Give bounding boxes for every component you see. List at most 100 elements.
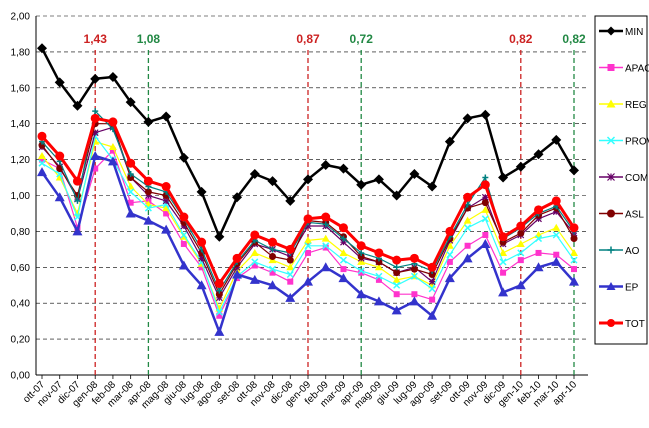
data-point xyxy=(144,192,152,199)
data-point xyxy=(109,147,116,154)
data-point xyxy=(180,231,188,239)
data-point xyxy=(481,193,489,201)
data-point xyxy=(606,26,616,36)
data-point xyxy=(551,196,561,206)
data-point xyxy=(107,72,118,83)
data-point xyxy=(214,278,224,288)
data-point xyxy=(162,204,171,212)
series-group xyxy=(37,43,579,336)
data-point xyxy=(269,246,276,253)
data-point xyxy=(161,111,172,122)
data-point xyxy=(39,156,45,163)
y-tick-label: 1,60 xyxy=(11,83,31,94)
data-point xyxy=(143,215,154,225)
data-point xyxy=(285,195,296,206)
data-point xyxy=(269,253,277,261)
data-point xyxy=(551,134,562,145)
data-point xyxy=(215,294,223,302)
legend-label: ASL xyxy=(625,210,644,221)
data-point xyxy=(249,274,260,284)
data-point xyxy=(445,241,454,249)
legend-label: AO xyxy=(625,246,640,257)
data-point xyxy=(392,275,401,283)
data-point xyxy=(321,212,331,222)
data-point xyxy=(553,251,560,258)
data-point xyxy=(286,263,295,271)
series-ep xyxy=(37,151,579,336)
data-point xyxy=(339,248,348,256)
y-tick-label: 0,00 xyxy=(11,371,31,382)
data-point xyxy=(569,276,579,286)
data-point xyxy=(178,260,189,270)
data-point xyxy=(427,310,438,320)
data-point xyxy=(373,174,384,185)
y-tick-label: 2,00 xyxy=(11,12,31,23)
data-point xyxy=(338,273,349,283)
data-point xyxy=(286,256,294,264)
data-point xyxy=(126,158,136,168)
grid-lines xyxy=(36,15,588,340)
data-point xyxy=(269,265,277,273)
data-point xyxy=(535,249,542,256)
data-point xyxy=(464,204,472,212)
data-point xyxy=(143,176,153,186)
data-point xyxy=(391,190,402,201)
data-point xyxy=(304,242,312,250)
data-point xyxy=(391,305,402,315)
data-point xyxy=(198,254,206,262)
data-point xyxy=(90,151,101,161)
data-point xyxy=(127,170,134,177)
data-point xyxy=(108,143,117,151)
data-point xyxy=(500,269,507,276)
data-point xyxy=(606,282,616,290)
data-point xyxy=(499,258,507,266)
axes xyxy=(35,16,588,379)
data-point xyxy=(481,199,489,207)
data-point xyxy=(375,258,383,266)
data-point xyxy=(569,165,579,176)
data-point xyxy=(409,168,420,179)
data-point xyxy=(320,262,331,272)
series-min xyxy=(37,43,579,242)
data-point xyxy=(305,249,311,256)
y-tick-label: 0,40 xyxy=(11,299,31,310)
data-point xyxy=(267,176,278,187)
data-point xyxy=(482,231,489,238)
data-point xyxy=(161,182,171,192)
data-point xyxy=(446,251,454,259)
series-apac xyxy=(39,147,577,319)
data-point xyxy=(393,269,401,277)
y-tick-label: 0,80 xyxy=(11,227,31,238)
data-point xyxy=(38,152,46,160)
data-point xyxy=(481,215,489,223)
data-point xyxy=(251,258,259,266)
data-point xyxy=(411,291,418,298)
data-point xyxy=(74,197,81,204)
data-point xyxy=(54,192,65,202)
data-point xyxy=(340,266,347,273)
data-point xyxy=(480,109,491,120)
data-point xyxy=(303,174,313,185)
data-point xyxy=(393,264,400,271)
data-point xyxy=(499,248,508,256)
data-point xyxy=(427,181,438,192)
data-point xyxy=(215,308,223,316)
data-point xyxy=(607,173,615,181)
data-point xyxy=(607,246,615,254)
data-point xyxy=(356,289,367,299)
data-point xyxy=(515,161,526,172)
data-point xyxy=(304,222,312,230)
data-point xyxy=(373,296,384,306)
data-point xyxy=(427,262,437,272)
data-point xyxy=(606,99,616,108)
data-point xyxy=(429,296,436,303)
annotation-label: 1,08 xyxy=(137,32,161,46)
data-point xyxy=(303,214,313,224)
data-point xyxy=(374,248,384,258)
data-point xyxy=(232,253,242,263)
data-point xyxy=(285,292,296,302)
data-point xyxy=(428,270,436,278)
data-point xyxy=(444,273,455,283)
data-point xyxy=(464,242,471,249)
series-reg xyxy=(38,137,578,312)
